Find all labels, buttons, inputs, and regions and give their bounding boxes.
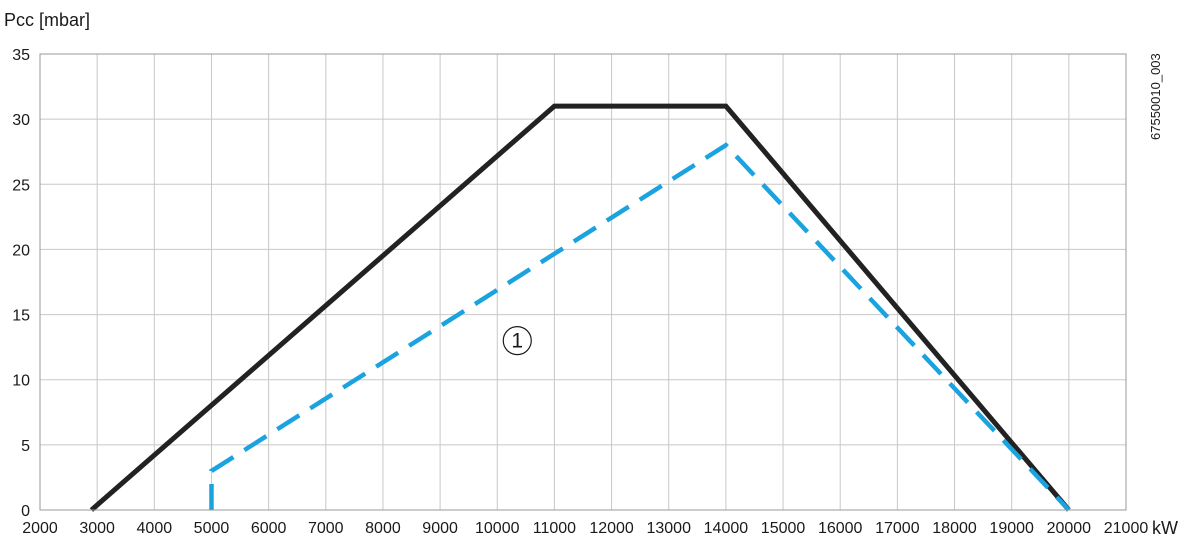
x-tick-label: 14000	[704, 520, 749, 537]
plot-frame	[39, 53, 1127, 511]
y-axis-title: Pcc [mbar]	[4, 10, 90, 30]
x-tick-label: 16000	[818, 520, 863, 537]
grid-layer	[39, 53, 1127, 511]
x-tick-label: 12000	[589, 520, 634, 537]
x-tick-label: 10000	[475, 520, 520, 537]
y-tick-label: 10	[12, 373, 30, 390]
x-tick-label: 4000	[137, 520, 173, 537]
x-tick-label: 11000	[533, 520, 576, 537]
y-tick-label: 35	[12, 47, 30, 64]
y-tick-label: 30	[12, 112, 30, 129]
x-tick-label: 3000	[79, 520, 115, 537]
x-tick-label: 20000	[1047, 520, 1092, 537]
tick-layer: 2000 3000 4000 5000 6000 7000 8000 9000 10000 110…	[12, 47, 1148, 537]
y-tick-label: 0	[21, 503, 30, 520]
y-tick-label: 25	[12, 177, 30, 194]
x-tick-label: 9000	[422, 520, 458, 537]
y-tick-label: 15	[12, 308, 30, 325]
y-tick-label: 20	[12, 242, 30, 259]
x-tick-label: 5000	[194, 520, 230, 537]
annotation-layer: 1	[502, 326, 532, 356]
annotation-circle	[502, 326, 532, 356]
x-tick-label: 7000	[308, 520, 344, 537]
document-code: 67550010_003	[1148, 53, 1163, 140]
y-tick-label: 5	[21, 438, 30, 455]
x-tick-label: 13000	[646, 520, 691, 537]
x-tick-label: 6000	[251, 520, 287, 537]
x-tick-label: 17000	[875, 520, 920, 537]
x-tick-label: 18000	[932, 520, 977, 537]
x-tick-label: 2000	[22, 520, 58, 537]
annotation-label: 1	[511, 330, 523, 353]
dashed-series-line	[209, 142, 1071, 512]
solid-series-line	[89, 103, 1071, 512]
x-tick-label: 21000	[1104, 520, 1149, 537]
x-tick-label: 15000	[761, 520, 806, 537]
x-tick-label: 8000	[365, 520, 401, 537]
x-axis-title: kW	[1152, 518, 1178, 538]
x-tick-label: 19000	[989, 520, 1034, 537]
series-layer	[89, 103, 1071, 512]
